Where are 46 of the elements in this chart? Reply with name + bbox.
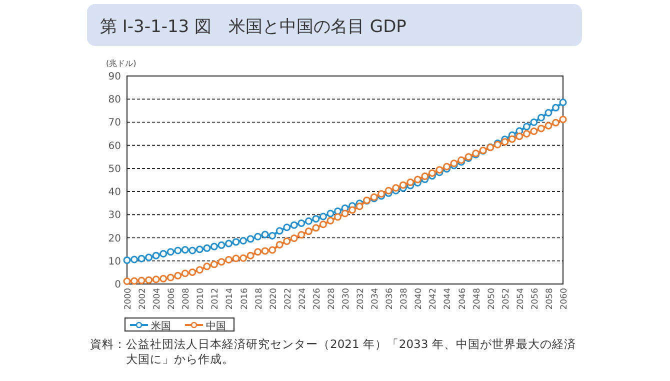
x-tick-label: 2006 xyxy=(167,288,178,310)
y-axis-title: (兆ドル) xyxy=(106,59,136,68)
x-tick-label: 2016 xyxy=(240,288,250,310)
x-tick-label: 2000 xyxy=(124,288,134,310)
legend-label: 米国 xyxy=(151,320,171,332)
x-tick-label: 2050 xyxy=(486,288,497,310)
x-tick-label: 2002 xyxy=(138,288,148,310)
x-tick-label: 2028 xyxy=(326,288,337,310)
y-tick-label: 70 xyxy=(108,118,121,129)
x-tick-label: 2012 xyxy=(210,288,221,310)
y-tick-label: 10 xyxy=(108,256,121,268)
x-tick-label: 2024 xyxy=(298,288,308,310)
x-tick-label: 2036 xyxy=(385,288,396,310)
y-tick-label: 50 xyxy=(108,164,121,175)
x-tick-label: 2004 xyxy=(152,288,163,310)
x-tick-label: 2044 xyxy=(443,288,454,310)
x-tick-label: 2020 xyxy=(268,288,279,310)
y-tick-label: 40 xyxy=(108,187,121,198)
x-tick-label: 2034 xyxy=(370,288,381,310)
x-tick-label: 2030 xyxy=(342,288,352,310)
x-tick-label: 2048 xyxy=(472,288,482,310)
y-tick-label: 30 xyxy=(108,210,121,222)
x-tick-label: 2056 xyxy=(530,288,540,310)
x-tick-label: 2018 xyxy=(254,288,264,310)
x-tick-label: 2038 xyxy=(400,288,410,310)
x-tick-label: 2058 xyxy=(544,288,555,310)
x-tick-label: 2032 xyxy=(356,288,366,310)
x-tick-label: 2052 xyxy=(501,288,512,310)
y-tick-label: 20 xyxy=(108,233,121,244)
chart-title: 第 Ⅰ-3-1-13 図 米国と中国の名目 GDP xyxy=(100,17,406,37)
x-tick-label: 2008 xyxy=(182,288,192,310)
x-tick-label: 2060 xyxy=(560,288,570,310)
legend-label: 中国 xyxy=(206,320,226,332)
y-tick-label: 90 xyxy=(108,72,121,82)
x-tick-label: 2042 xyxy=(428,288,439,310)
x-tick-label: 2014 xyxy=(225,288,236,310)
x-tick-label: 2026 xyxy=(312,288,322,310)
y-tick-label: 60 xyxy=(108,140,121,152)
x-tick-label: 2010 xyxy=(196,288,206,310)
x-tick-label: 2046 xyxy=(458,288,468,310)
text: 資料：公益社団法人日本経済研究センター（2021 年）「2033 年、中国が世界最大の経済大国に」から作成。 xyxy=(90,337,576,366)
y-tick-label: 80 xyxy=(108,94,121,106)
x-tick-label: 2022 xyxy=(283,288,294,310)
x-tick-label: 2040 xyxy=(414,288,424,310)
y-tick-label: 0 xyxy=(114,280,121,290)
x-tick-label: 2054 xyxy=(516,288,526,310)
